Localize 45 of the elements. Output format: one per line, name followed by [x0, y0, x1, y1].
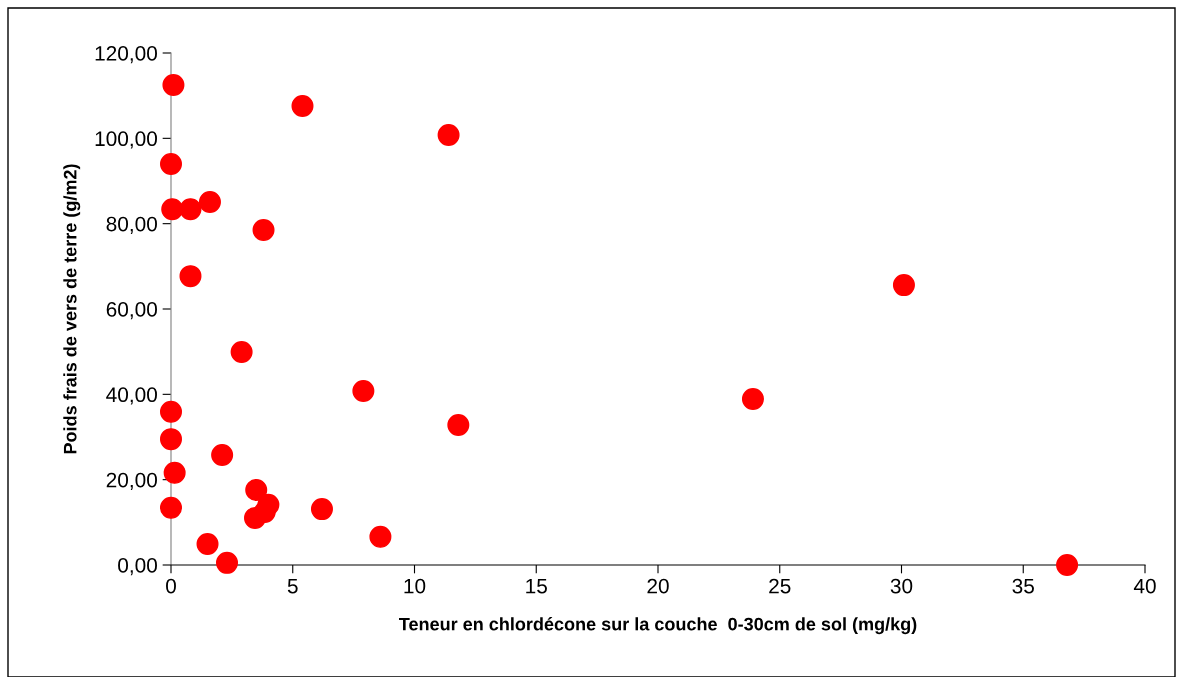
point	[160, 428, 182, 451]
y-tick-label: 100,00	[95, 131, 157, 149]
point	[162, 74, 185, 96]
point	[230, 341, 253, 364]
y-tick-label: 120,00	[95, 46, 157, 64]
point	[252, 219, 275, 242]
x-tick-label: 15	[526, 578, 547, 594]
point	[163, 461, 186, 484]
point	[179, 265, 202, 288]
y-tick-label: 0,00	[118, 558, 157, 576]
point	[245, 478, 268, 501]
x-tick-label: 40	[1133, 578, 1156, 594]
point	[892, 274, 915, 297]
point	[179, 198, 202, 221]
point	[196, 533, 219, 556]
y-tick-label: 80,00	[106, 216, 157, 234]
point	[161, 198, 184, 221]
point	[437, 123, 460, 146]
x-tick-label: 5	[287, 578, 298, 594]
point	[352, 379, 375, 402]
y-tick-label: 40,00	[106, 387, 157, 405]
x-tick-label: 30	[890, 578, 913, 594]
x-axis-title: Teneur en chlordécone sur la couche 0-30cm de sol (mg/kg)	[399, 617, 917, 635]
x-tick-label: 35	[1012, 578, 1034, 594]
x-tick-label: 25	[769, 578, 791, 594]
point	[198, 190, 221, 213]
point	[216, 551, 239, 574]
point	[447, 414, 470, 437]
point	[291, 94, 314, 117]
point	[244, 507, 267, 530]
point	[160, 152, 182, 175]
point	[741, 388, 764, 411]
y-axis-title: Poids frais de vers de terre (g/m2)	[63, 164, 81, 454]
x-tick-label: 20	[647, 578, 669, 594]
y-tick-label: 60,00	[106, 302, 157, 320]
x-tick-label: 10	[404, 578, 426, 594]
x-tick-label: 0	[166, 578, 176, 594]
point	[310, 498, 333, 521]
point	[160, 496, 182, 519]
point	[211, 443, 234, 466]
point	[160, 400, 182, 423]
point	[369, 525, 392, 548]
point	[1056, 554, 1079, 576]
y-tick-label: 20,00	[106, 472, 157, 490]
point	[257, 493, 280, 516]
